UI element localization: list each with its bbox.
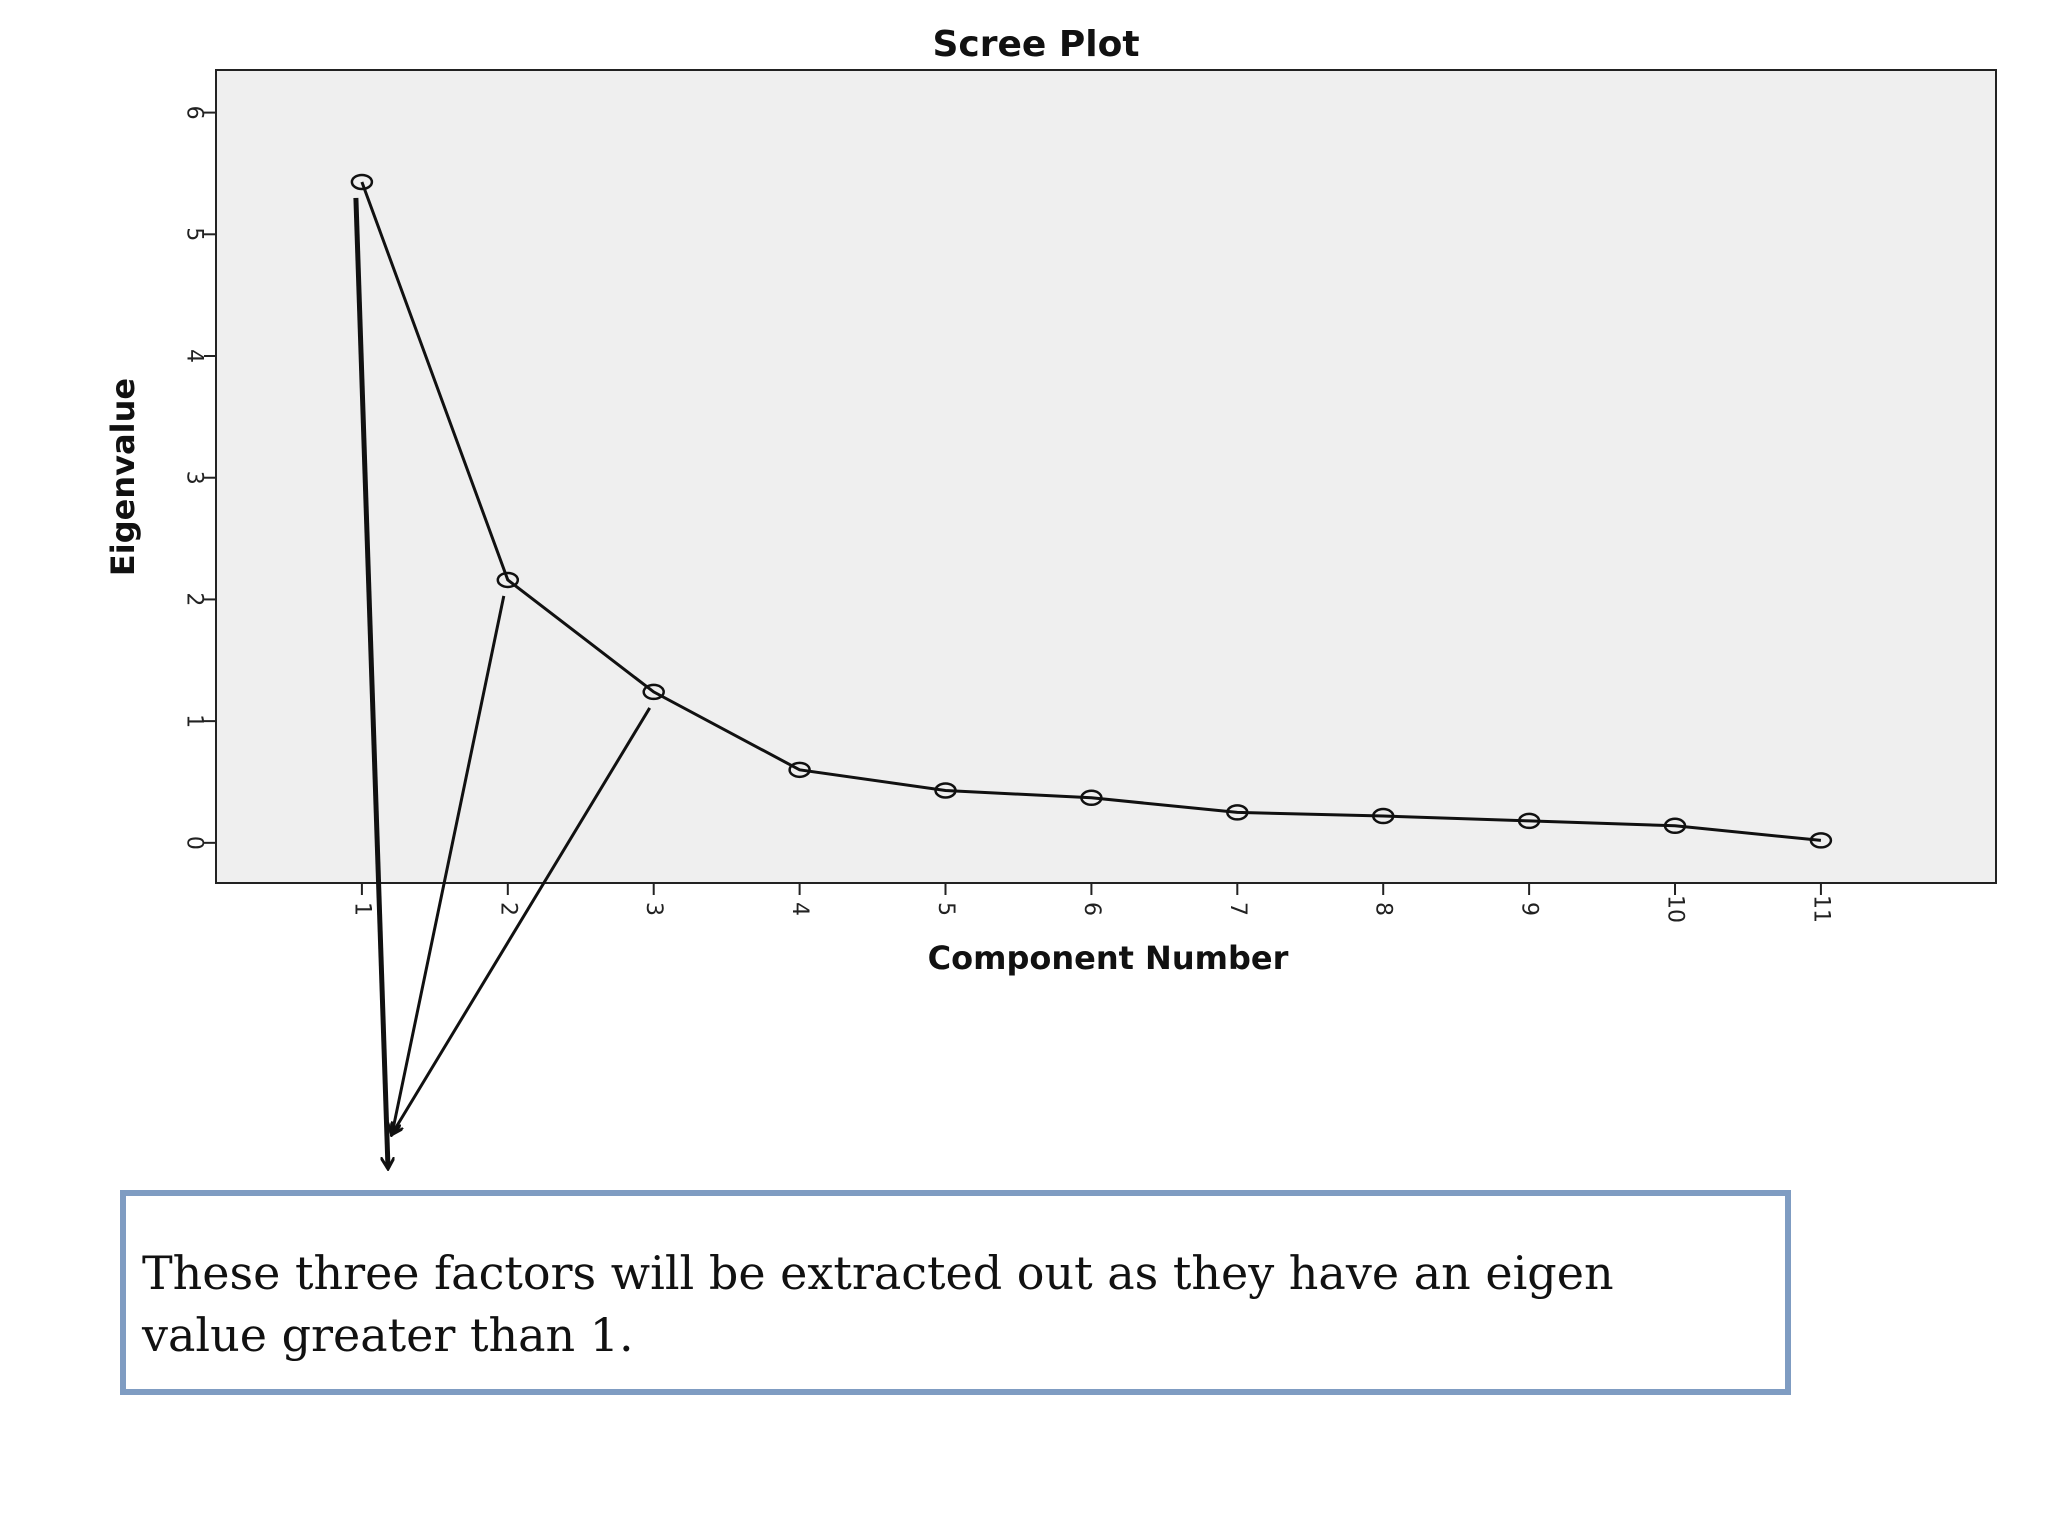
annotation-arrow <box>392 707 651 1134</box>
x-tick-label: 6 <box>1079 902 1104 916</box>
y-tick-label: 0 <box>182 836 207 850</box>
x-tick-label: 4 <box>787 902 812 916</box>
series-line <box>360 181 1822 842</box>
series-layer <box>350 173 1833 849</box>
y-tick-label: 4 <box>182 349 207 363</box>
chart-title: Scree Plot <box>932 24 1139 65</box>
annotation-box: These three factors will be extracted ou… <box>120 1190 1791 1395</box>
data-point <box>642 683 665 701</box>
y-tick-label: 2 <box>182 592 207 606</box>
y-tick-label: 5 <box>182 227 207 241</box>
y-tick-label: 3 <box>182 471 207 485</box>
data-point <box>1226 804 1249 821</box>
x-tick-label: 7 <box>1225 902 1250 916</box>
annotation-arrows <box>353 197 651 1168</box>
data-point <box>1663 817 1687 835</box>
annotation-arrow <box>392 595 506 1134</box>
data-point <box>350 173 374 191</box>
x-tick-label: 5 <box>933 902 958 916</box>
data-point <box>1809 832 1833 849</box>
x-tick-label: 3 <box>641 902 666 916</box>
data-point <box>496 571 520 589</box>
y-axis-label: Eigenvalue <box>104 378 142 576</box>
data-point <box>934 782 957 799</box>
data-point <box>788 761 811 779</box>
x-axis: 1 2 3 4 5 6 7 8 9 10 11 <box>349 883 1833 923</box>
x-tick-label: 11 <box>1808 895 1833 923</box>
x-tick-label: 8 <box>1371 902 1396 916</box>
x-tick-label: 9 <box>1517 902 1542 916</box>
x-axis-label: Component Number <box>928 939 1289 977</box>
y-tick-label: 1 <box>182 714 207 728</box>
annotation-arrow <box>353 197 388 1168</box>
x-tick-label: 1 <box>349 902 374 916</box>
y-tick-label: 6 <box>182 106 207 120</box>
annotation-text: These three factors will be extracted ou… <box>142 1246 1614 1362</box>
data-point <box>1371 807 1395 825</box>
data-point <box>1080 789 1103 807</box>
x-tick-label: 10 <box>1663 895 1688 923</box>
data-point <box>1517 812 1541 830</box>
plot-area <box>215 69 1997 884</box>
x-tick-label: 2 <box>495 902 520 916</box>
y-axis: 0 1 2 3 4 5 6 <box>182 106 216 850</box>
